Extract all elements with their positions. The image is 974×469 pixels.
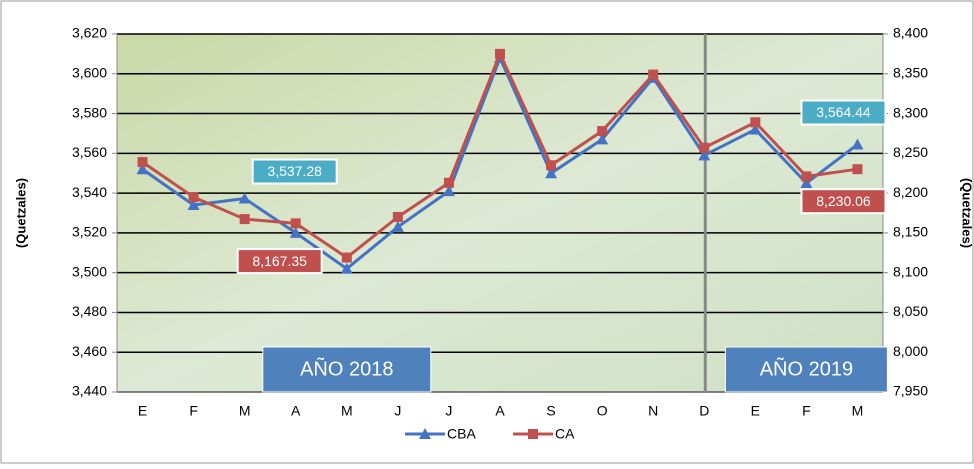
point	[801, 171, 812, 182]
point	[239, 214, 250, 225]
point	[187, 199, 200, 211]
data-label: 8,167.35	[252, 253, 307, 269]
y-tick-label: 3,600	[72, 64, 107, 80]
data-label-box	[251, 158, 338, 185]
legend-label: CA	[555, 426, 575, 442]
point	[852, 164, 863, 175]
y2-tick-label: 8,050	[893, 303, 928, 319]
y2-tick-label: 7,950	[893, 383, 928, 399]
y2-tick-label: 8,150	[893, 224, 928, 240]
point	[800, 177, 813, 189]
point	[750, 117, 761, 128]
data-label-box	[236, 248, 323, 275]
x-tick-label: J	[445, 403, 452, 419]
y-tick-label: 3,500	[72, 263, 107, 279]
y-tick-label: 3,580	[72, 104, 107, 120]
point	[443, 177, 454, 188]
y-tick-label: 3,460	[72, 343, 107, 359]
annotation: AÑO 2019	[760, 356, 853, 380]
x-tick-label: F	[802, 403, 811, 419]
point	[238, 192, 251, 204]
y2-axis-title: (Quetzales)	[960, 178, 974, 248]
point	[851, 138, 864, 150]
x-tick-label: F	[189, 403, 198, 419]
point	[340, 262, 353, 274]
y2-tick-label: 8,300	[893, 104, 928, 120]
plot-area	[117, 34, 883, 392]
x-tick-label: M	[852, 403, 864, 419]
y2-tick-label: 8,350	[893, 64, 928, 80]
y-axis-title: (Quetzales)	[13, 178, 28, 248]
point	[597, 126, 608, 137]
x-tick-label: A	[291, 403, 301, 419]
point	[136, 163, 149, 175]
x-tick-label: N	[648, 403, 658, 419]
y2-tick-label: 8,000	[893, 343, 928, 359]
x-tick-label: E	[138, 403, 147, 419]
x-tick-label: M	[341, 403, 353, 419]
y-tick-label: 3,480	[72, 303, 107, 319]
y2-tick-label: 8,400	[893, 25, 928, 41]
x-tick-label: J	[394, 403, 401, 419]
point	[699, 142, 710, 153]
data-label: 3,537.28	[267, 163, 322, 179]
data-label-box	[800, 99, 887, 126]
x-tick-label: A	[495, 403, 505, 419]
data-label: 8,230.06	[816, 193, 871, 209]
x-tick-label: S	[546, 403, 555, 419]
point	[545, 167, 558, 179]
y-tick-label: 3,560	[72, 144, 107, 160]
annotation: AÑO 2018	[300, 356, 393, 380]
y2-tick-label: 8,200	[893, 184, 928, 200]
x-tick-label: E	[751, 403, 760, 419]
legend-marker	[528, 429, 538, 439]
y-tick-label: 3,520	[72, 224, 107, 240]
y-tick-label: 3,440	[72, 383, 107, 399]
legend-label: CBA	[447, 426, 476, 442]
data-label: 3,564.44	[816, 104, 871, 120]
x-tick-label: M	[239, 403, 251, 419]
point	[392, 211, 403, 222]
y2-tick-label: 8,100	[893, 263, 928, 279]
annotation-box	[724, 346, 888, 393]
point	[137, 157, 148, 168]
y-tick-label: 3,540	[72, 184, 107, 200]
point	[648, 69, 659, 80]
point	[341, 252, 352, 263]
point	[546, 160, 557, 171]
point	[442, 185, 455, 197]
y-tick-label: 3,620	[72, 25, 107, 41]
y2-tick-label: 8,250	[893, 144, 928, 160]
point	[391, 220, 404, 232]
point	[495, 48, 505, 59]
point	[596, 133, 609, 145]
point	[188, 192, 199, 203]
point	[698, 149, 711, 161]
legend-marker	[419, 428, 431, 439]
x-tick-label: O	[597, 403, 608, 419]
point	[749, 123, 762, 135]
point	[289, 226, 302, 238]
annotation-box	[262, 346, 432, 393]
x-tick-label: D	[699, 403, 709, 419]
point	[290, 218, 301, 229]
data-label-box	[800, 188, 887, 215]
